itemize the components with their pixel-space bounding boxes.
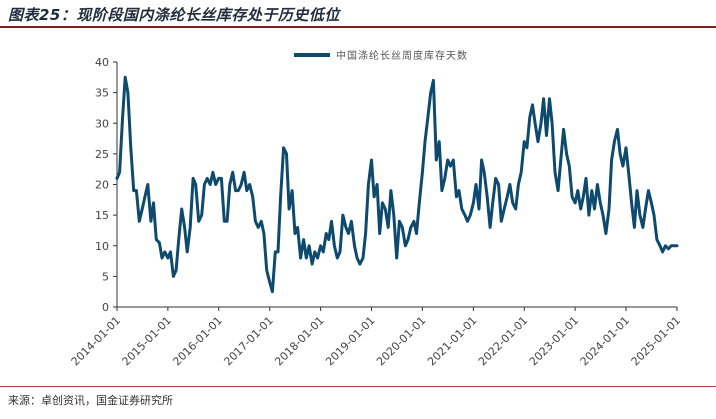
y-tick-label: 35 [95,87,109,100]
y-axis: 0 5 10 15 20 25 30 35 40 [95,56,118,314]
y-tick-label: 25 [95,148,109,161]
x-tick-label: 2023-01-01 [527,314,581,368]
series-line [115,75,679,294]
plot-area [115,75,679,294]
x-tick-label: 2014-01-01 [69,314,123,368]
y-tick-label: 5 [102,270,109,283]
y-tick-label: 15 [95,209,109,222]
y-tick-label: 20 [95,179,109,192]
x-tick-label: 2021-01-01 [425,314,479,368]
figure-title: 图表25：现阶段国内涤纶长丝库存处于历史低位 [8,6,340,24]
legend-label: 中国涤纶长丝周度库存天数 [336,49,468,62]
x-tick-label: 2015-01-01 [120,314,174,368]
source-note: 来源：卓创资讯，国金证券研究所 [8,394,173,407]
source-rule [0,386,716,387]
x-tick-label: 2016-01-01 [170,314,224,368]
y-tick-label: 10 [95,240,109,253]
y-tick-label: 30 [95,117,109,130]
x-tick-label: 2020-01-01 [374,314,428,368]
x-tick-label: 2024-01-01 [578,314,632,368]
title-rule [0,26,716,28]
x-tick-label: 2018-01-01 [272,314,326,368]
x-tick-label: 2019-01-01 [323,314,377,368]
x-axis: 2014-01-012015-01-012016-01-012017-01-01… [69,306,683,368]
y-tick-label: 0 [102,301,109,314]
y-tick-label: 40 [95,56,109,69]
x-tick-label: 2022-01-01 [476,314,530,368]
x-tick-label: 2025-01-01 [629,314,683,368]
legend: 中国涤纶长丝周度库存天数 [294,49,468,62]
line-chart: 中国涤纶长丝周度库存天数 0 5 10 15 20 25 30 35 40 2014-01-01… [69,49,683,368]
x-tick-label: 2017-01-01 [221,314,275,368]
